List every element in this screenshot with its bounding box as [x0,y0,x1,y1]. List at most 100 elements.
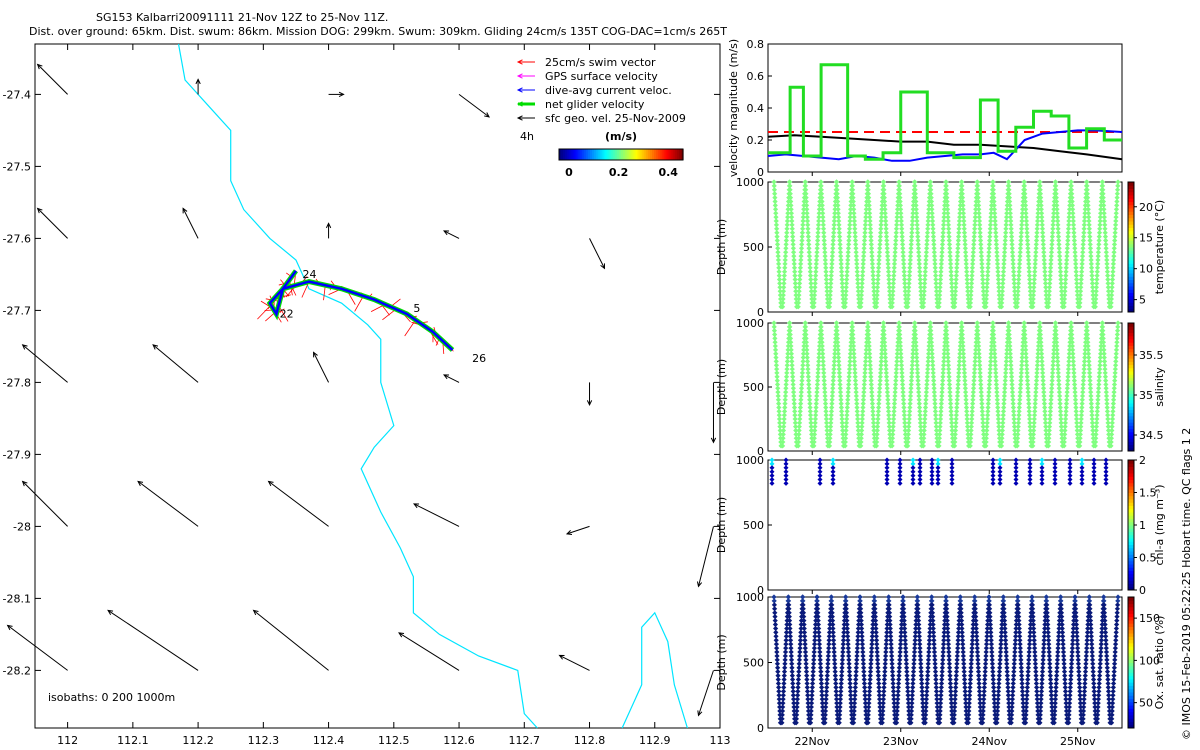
temperature-section-sample-marker [1115,179,1121,185]
map-colorbar-cell [563,149,566,160]
salinity-section-sample-marker [792,416,798,422]
salinity-section-sample-marker [946,370,952,376]
salinity-section-sample-marker [933,427,940,434]
temperature-section-sample-marker [854,261,860,267]
oxygen-section-sample-marker [874,649,880,655]
oxygen-section-sample-marker [896,669,902,675]
oxygen-section-sample-marker [1026,641,1033,647]
oxygen-section-sample-marker [986,594,992,600]
temperature-section-sample-marker [986,241,992,248]
temperature-section-sample-marker [1086,230,1093,236]
temperature-section-sample-marker [1001,265,1007,271]
oxygen-section-sample-marker [902,629,908,635]
oxygen-section-sample-marker [1034,684,1040,690]
legend-label: dive-avg current veloc. [545,84,672,97]
oxygen-section-sample-marker [825,657,831,663]
temperature-section-sample-marker [1081,230,1087,236]
temperature-section-sample-marker [861,241,867,248]
salinity-section-sample-marker [878,358,884,364]
oxygen-section-sample-marker [1063,692,1069,698]
salinity-section-sample-marker [858,435,864,441]
salinity-section-sample-marker [1043,427,1049,434]
temperature-section-sample-marker [818,179,824,185]
salinity-section-sample-marker [1038,343,1044,349]
oxygen-section-sample-marker [876,692,882,698]
oxygen-section-sample-marker [941,637,947,643]
oxygen-section-sample-marker [812,633,818,639]
temperature-section-sample-marker [829,265,835,271]
oxygen-section-sample-marker [1009,700,1015,706]
oxygen-section-sample-marker [980,712,986,718]
temperature-section-sample-marker [1026,269,1032,275]
oxygen-section-sample-marker [911,665,917,671]
oxygen-section-sample-marker [848,708,855,714]
oxygen-section-sample-marker [774,645,780,651]
salinity-section-sample-marker [1082,347,1088,353]
temperature-section-sample-marker [1025,253,1031,259]
salinity-section-sample-marker [1089,420,1096,426]
temperature-section-sample-marker [960,202,966,209]
salinity-section-sample-marker [844,416,850,422]
sfc-velocity-arrowhead [267,480,274,487]
chla-sample-marker [917,473,923,479]
temperature-section-sample-marker [1092,304,1098,310]
salinity-section-sample-marker [987,378,993,384]
chla-sample-marker [1091,480,1097,486]
salinity-section-sample-marker [899,370,905,376]
oxygen-section-sample-marker [846,669,853,675]
salinity-section-sample-marker [867,358,873,364]
salinity-section-sample-marker [976,351,982,357]
chla-sample-marker [990,477,996,482]
oxygen-section-sample-marker [1047,665,1053,671]
temperature-section-sample-marker [1093,296,1099,302]
temperature-section-sample-marker [858,300,864,306]
temperature-section-sample-marker [1113,218,1119,224]
salinity-section-sample-marker [898,358,904,364]
temperature-section-sample-marker [869,253,875,259]
oxygen-section-sample-marker [788,649,794,655]
temperature-section-sample-marker [914,222,920,228]
temperature-section-sample-marker [1093,292,1099,298]
oxygen-section-sample-marker [937,700,944,706]
temperature-section-sample-marker [1033,249,1039,255]
temperature-section-sample-marker [1103,253,1110,259]
sfc-velocity-arrow [22,344,68,383]
salinity-section-sample-marker [987,362,994,368]
oxygen-section-sample-marker [886,598,892,604]
temperature-section-sample-marker [1077,304,1083,310]
temperature-section-sample-marker [843,288,849,294]
temperature-section-sample-marker [1085,195,1091,201]
salinity-section-sample-marker [772,331,778,338]
salinity-section-sample-marker [855,420,861,426]
oxygen-section-sample-marker [904,673,910,679]
oxygen-section-sample-marker [953,680,959,687]
salinity-section-sample-marker [1113,358,1119,364]
temperature-section-sample-marker [1096,241,1102,248]
oxygen-section-sample-marker [901,606,907,612]
oxygen-section-sample-marker [1053,676,1060,683]
oxygen-section-sample-marker [908,708,915,714]
oxygen-section-sample-marker [1017,649,1024,655]
temperature-section-sample-marker [1027,280,1033,286]
temperature-section-sample-marker [1000,269,1007,275]
oxygen-section-sample-marker [840,645,846,651]
temperature-section-sample-marker [985,261,991,267]
temperature-section-sample-marker [837,245,843,251]
temperature-section-sample-marker [890,288,896,294]
oxygen-section-sample-marker [877,704,883,710]
oxygen-section-sample-marker [1063,708,1070,714]
chla-sample-marker [1103,469,1109,475]
temperature-section-sample-marker [849,183,856,189]
sfc-velocity-arrowhead [697,710,703,717]
salinity-section-sample-marker [1025,381,1031,388]
temperature-section-sample-marker [1031,276,1037,283]
oxygen-section-sample-marker [1015,606,1021,612]
salinity-section-sample-marker [1014,443,1020,449]
salinity-section-sample-marker [992,366,999,372]
temperature-section-sample-marker [899,237,905,244]
oxygen-section-sample-marker [843,606,849,612]
salinity-section-sample-marker [1068,328,1075,334]
oxygen-section-sample-marker [870,625,876,632]
temperature-section-sample-marker [867,222,873,228]
oxygen-section-sample-marker [882,673,888,679]
